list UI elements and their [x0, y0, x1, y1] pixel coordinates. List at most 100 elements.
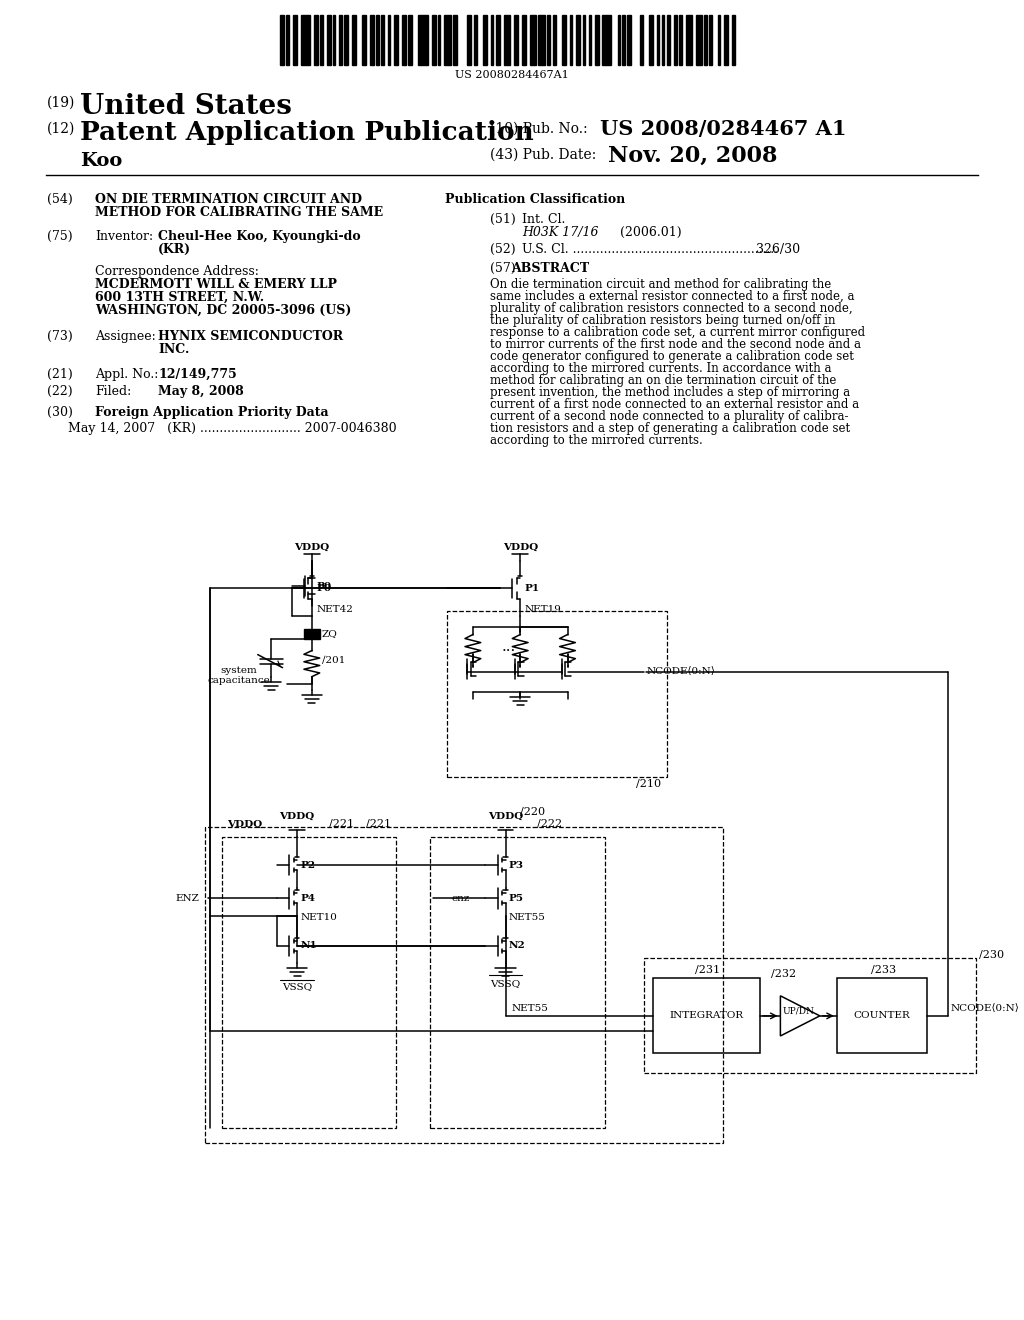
- Bar: [653, 978, 760, 1053]
- Text: ∕201: ∕201: [322, 656, 345, 665]
- Text: to mirror currents of the first node and the second node and a: to mirror currents of the first node and…: [490, 338, 861, 351]
- Text: METHOD FOR CALIBRATING THE SAME: METHOD FOR CALIBRATING THE SAME: [95, 206, 383, 219]
- Text: (73): (73): [47, 330, 73, 343]
- Bar: [718, 15, 720, 65]
- Text: VDDQ: VDDQ: [487, 812, 523, 821]
- Text: VDDQ: VDDQ: [280, 812, 314, 821]
- Bar: [438, 15, 440, 65]
- Text: P5: P5: [509, 894, 524, 903]
- Bar: [419, 15, 428, 65]
- Text: (43) Pub. Date:: (43) Pub. Date:: [490, 148, 596, 162]
- Text: (75): (75): [47, 230, 73, 243]
- Text: ABSTRACT: ABSTRACT: [511, 261, 589, 275]
- Bar: [467, 15, 470, 65]
- Bar: [221, 837, 396, 1129]
- Bar: [504, 15, 510, 65]
- Bar: [301, 15, 310, 65]
- Text: (KR): (KR): [158, 243, 191, 256]
- Bar: [685, 15, 692, 65]
- Bar: [589, 15, 592, 65]
- Text: P0: P0: [316, 583, 332, 593]
- Text: P2: P2: [301, 861, 315, 870]
- Bar: [474, 15, 477, 65]
- Bar: [394, 15, 397, 65]
- Bar: [644, 958, 977, 1073]
- Bar: [321, 15, 323, 65]
- Text: HYNIX SEMICONDUCTOR: HYNIX SEMICONDUCTOR: [158, 330, 343, 343]
- Text: ZQ: ZQ: [322, 630, 338, 638]
- Text: according to the mirrored currents. In accordance with a: according to the mirrored currents. In a…: [490, 362, 831, 375]
- Text: Appl. No.:: Appl. No.:: [95, 368, 159, 381]
- Text: ∕232: ∕232: [771, 969, 797, 978]
- Bar: [381, 15, 384, 65]
- Bar: [483, 15, 487, 65]
- Text: (19): (19): [47, 96, 76, 110]
- Text: N1: N1: [301, 941, 317, 950]
- Bar: [627, 15, 631, 65]
- Text: (52): (52): [490, 243, 516, 256]
- Bar: [667, 15, 671, 65]
- Bar: [377, 15, 379, 65]
- Text: VDDQ: VDDQ: [294, 544, 330, 552]
- Bar: [293, 15, 297, 65]
- Bar: [362, 15, 367, 65]
- Bar: [327, 15, 331, 65]
- Bar: [554, 15, 556, 65]
- Bar: [514, 15, 518, 65]
- Bar: [529, 15, 537, 65]
- Bar: [432, 15, 436, 65]
- Text: P4: P4: [301, 894, 315, 903]
- Text: according to the mirrored currents.: according to the mirrored currents.: [490, 434, 702, 447]
- Text: Filed:: Filed:: [95, 385, 131, 399]
- Text: Correspondence Address:: Correspondence Address:: [95, 265, 259, 279]
- Text: ∕221: ∕221: [366, 820, 391, 829]
- Bar: [492, 15, 494, 65]
- Text: Int. Cl.: Int. Cl.: [522, 213, 565, 226]
- Bar: [370, 15, 374, 65]
- Text: May 14, 2007   (KR) .......................... 2007-0046380: May 14, 2007 (KR) ......................…: [68, 422, 396, 436]
- Bar: [577, 15, 581, 65]
- Text: present invention, the method includes a step of mirroring a: present invention, the method includes a…: [490, 385, 850, 399]
- Text: Inventor:: Inventor:: [95, 230, 154, 243]
- Bar: [314, 15, 317, 65]
- Text: current of a first node connected to an external resistor and a: current of a first node connected to an …: [490, 399, 859, 411]
- Text: the plurality of calibration resistors being turned on/off in: the plurality of calibration resistors b…: [490, 314, 836, 327]
- Bar: [446, 611, 667, 777]
- Text: (2006.01): (2006.01): [620, 226, 682, 239]
- Bar: [602, 15, 611, 65]
- Text: ∕220: ∕220: [520, 807, 546, 817]
- Text: enz: enz: [452, 894, 469, 903]
- Text: 600 13TH STREET, N.W.: 600 13TH STREET, N.W.: [95, 290, 264, 304]
- Bar: [401, 15, 406, 65]
- Bar: [496, 15, 500, 65]
- Bar: [837, 978, 927, 1053]
- Text: (21): (21): [47, 368, 73, 381]
- Text: US 20080284467A1: US 20080284467A1: [455, 70, 569, 81]
- Bar: [710, 15, 712, 65]
- Text: system: system: [220, 667, 257, 675]
- Text: VDDQ: VDDQ: [227, 820, 262, 829]
- Text: ENZ: ENZ: [175, 894, 199, 903]
- Text: VSSQ: VSSQ: [490, 978, 520, 987]
- Text: MCDERMOTT WILL & EMERY LLP: MCDERMOTT WILL & EMERY LLP: [95, 279, 337, 290]
- Text: P3: P3: [509, 861, 524, 870]
- Text: current of a second node connected to a plurality of calibra-: current of a second node connected to a …: [490, 411, 849, 422]
- Text: INTEGRATOR: INTEGRATOR: [670, 1011, 743, 1020]
- Bar: [570, 15, 572, 65]
- Bar: [205, 828, 723, 1143]
- Bar: [304, 628, 319, 639]
- Text: plurality of calibration resistors connected to a second node,: plurality of calibration resistors conne…: [490, 302, 853, 315]
- Text: ∕222: ∕222: [538, 820, 562, 829]
- Bar: [344, 15, 348, 65]
- Text: ∕221: ∕221: [329, 820, 354, 829]
- Text: P1: P1: [524, 583, 540, 593]
- Bar: [623, 15, 625, 65]
- Text: Patent Application Publication: Patent Application Publication: [80, 120, 534, 145]
- Text: UP/DN: UP/DN: [782, 1006, 814, 1015]
- Text: INC.: INC.: [158, 343, 189, 356]
- Bar: [430, 837, 604, 1129]
- Text: response to a calibration code set, a current mirror configured: response to a calibration code set, a cu…: [490, 326, 865, 339]
- Bar: [444, 15, 451, 65]
- Text: Koo: Koo: [80, 152, 122, 170]
- Bar: [617, 15, 620, 65]
